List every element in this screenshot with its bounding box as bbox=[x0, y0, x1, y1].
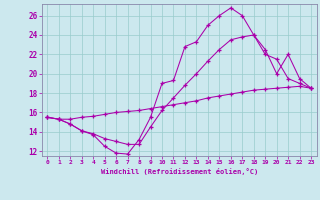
X-axis label: Windchill (Refroidissement éolien,°C): Windchill (Refroidissement éolien,°C) bbox=[100, 168, 258, 175]
